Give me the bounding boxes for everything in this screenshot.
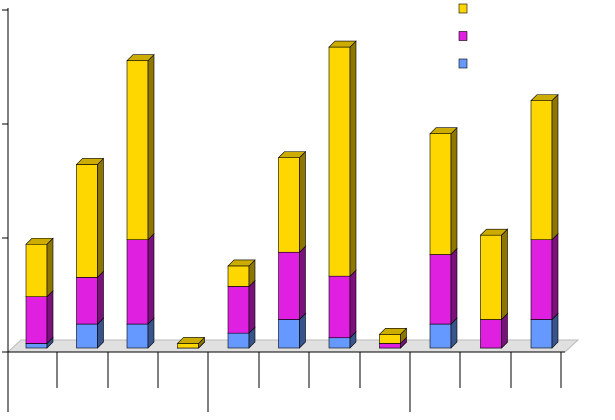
bar	[378, 327, 408, 345]
bar-face	[328, 337, 351, 349]
bar-face	[530, 319, 553, 349]
bar-face	[429, 254, 452, 325]
bar-face	[328, 46, 351, 277]
bar-face	[76, 277, 98, 325]
bar-face	[530, 94, 559, 101]
bar-face	[25, 243, 48, 297]
bar-face	[76, 323, 98, 349]
bar-face	[75, 158, 105, 165]
bar-face	[429, 323, 452, 349]
bar-face	[299, 150, 306, 253]
bar-face	[278, 251, 300, 320]
bar-face	[227, 332, 250, 349]
bar-face	[429, 133, 452, 255]
bar	[25, 289, 54, 345]
bar-face	[501, 228, 508, 321]
bar-face	[25, 237, 54, 245]
bar	[126, 232, 155, 325]
bar-face	[126, 239, 149, 325]
bar	[126, 53, 155, 241]
x-group-ticks	[56, 352, 562, 412]
bar-face	[97, 157, 104, 279]
bar-face	[551, 93, 559, 241]
bar-face	[349, 269, 357, 339]
bar-face	[349, 40, 357, 277]
bar	[227, 259, 256, 288]
bar-face	[328, 40, 357, 48]
legend-swatch	[458, 58, 468, 69]
bar-face	[126, 60, 149, 240]
bar-face	[76, 164, 98, 278]
bar-face	[177, 343, 199, 349]
bar	[479, 228, 509, 321]
bar-face	[530, 100, 553, 241]
bar-face	[248, 279, 256, 334]
bar-face	[126, 323, 149, 349]
bar-face	[97, 270, 104, 325]
legend-swatch	[458, 3, 468, 14]
bar	[25, 237, 54, 298]
bar-face	[277, 151, 307, 158]
bar-face	[278, 157, 300, 253]
bar-face	[227, 286, 250, 334]
bar-face	[450, 126, 458, 256]
bar	[429, 126, 458, 256]
bar	[328, 269, 357, 339]
bar-face	[299, 245, 306, 321]
bar-face	[328, 275, 351, 339]
bar-face	[379, 343, 401, 349]
bar-face	[479, 228, 509, 236]
bar-face	[147, 232, 155, 325]
bar	[530, 93, 559, 241]
bar-face	[126, 54, 155, 62]
bar	[328, 40, 357, 277]
bar-face	[378, 328, 408, 335]
bar-face	[450, 247, 458, 325]
bar-face	[25, 343, 48, 349]
bar-face	[379, 334, 401, 344]
legend-swatch	[458, 31, 468, 41]
bar	[277, 245, 307, 321]
bar	[176, 336, 206, 349]
bar	[227, 279, 256, 334]
bar-face	[480, 234, 502, 320]
bar-face	[46, 289, 54, 345]
bar-face	[227, 265, 250, 287]
bar-face	[147, 53, 155, 241]
bar-face	[176, 337, 206, 344]
bar-face	[278, 319, 300, 349]
bar-face	[227, 259, 256, 267]
bar	[75, 270, 105, 325]
bar	[75, 157, 105, 279]
bar-face	[25, 296, 48, 344]
bar-face	[46, 237, 54, 298]
bar-face	[551, 232, 559, 321]
bar-face	[530, 239, 553, 320]
bar-face	[480, 319, 502, 349]
bar	[429, 247, 458, 325]
bar	[277, 150, 307, 253]
bar-face	[429, 127, 458, 134]
bar	[530, 232, 559, 321]
